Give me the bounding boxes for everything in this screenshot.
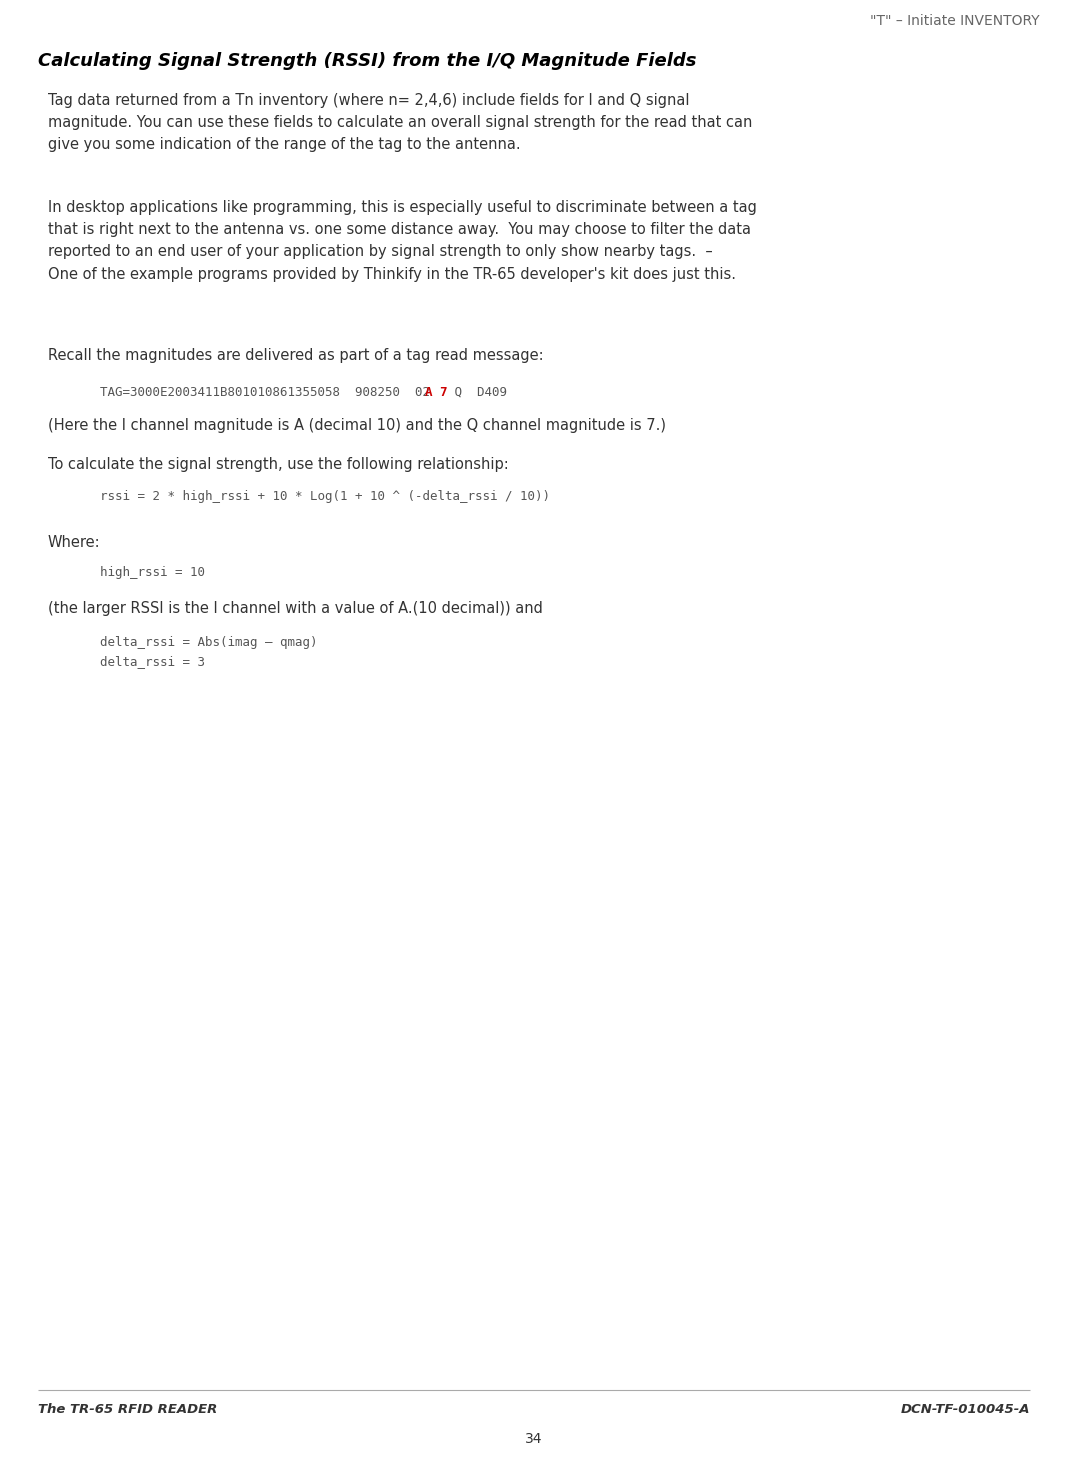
Text: Recall the magnitudes are delivered as part of a tag read message:: Recall the magnitudes are delivered as p… — [48, 349, 544, 363]
Text: A: A — [425, 387, 433, 398]
Text: 34: 34 — [525, 1431, 543, 1446]
Text: Tag data returned from a Tn inventory (where n= 2,4,6) include fields for I and : Tag data returned from a Tn inventory (w… — [48, 93, 752, 152]
Text: TAG=3000E2003411B801010861355058  908250  02: TAG=3000E2003411B801010861355058 908250 … — [100, 387, 438, 398]
Text: (the larger RSSI is the I channel with a value of A.(10 decimal)) and: (the larger RSSI is the I channel with a… — [48, 601, 543, 616]
Text: Q  D409: Q D409 — [446, 387, 506, 398]
Text: The TR-65 RFID READER: The TR-65 RFID READER — [38, 1404, 218, 1417]
Text: Calculating Signal Strength (RSSI) from the I/Q Magnitude Fields: Calculating Signal Strength (RSSI) from … — [38, 53, 696, 70]
Text: To calculate the signal strength, use the following relationship:: To calculate the signal strength, use th… — [48, 457, 508, 473]
Text: In desktop applications like programming, this is especially useful to discrimin: In desktop applications like programming… — [48, 200, 757, 282]
Text: high_rssi = 10: high_rssi = 10 — [100, 566, 205, 579]
Text: delta_rssi = Abs(imag – qmag)
delta_rssi = 3: delta_rssi = Abs(imag – qmag) delta_rssi… — [100, 636, 317, 668]
Text: (Here the I channel magnitude is A (decimal 10) and the Q channel magnitude is 7: (Here the I channel magnitude is A (deci… — [48, 417, 666, 433]
Text: "T" – Initiate INVENTORY: "T" – Initiate INVENTORY — [870, 15, 1040, 28]
Text: rssi = 2 * high_rssi + 10 * Log(1 + 10 ^ (-delta_rssi / 10)): rssi = 2 * high_rssi + 10 * Log(1 + 10 ^… — [100, 490, 550, 503]
Text: Where:: Where: — [48, 535, 100, 550]
Text: 7: 7 — [439, 387, 446, 398]
Text: DCN-TF-010045-A: DCN-TF-010045-A — [900, 1404, 1030, 1417]
